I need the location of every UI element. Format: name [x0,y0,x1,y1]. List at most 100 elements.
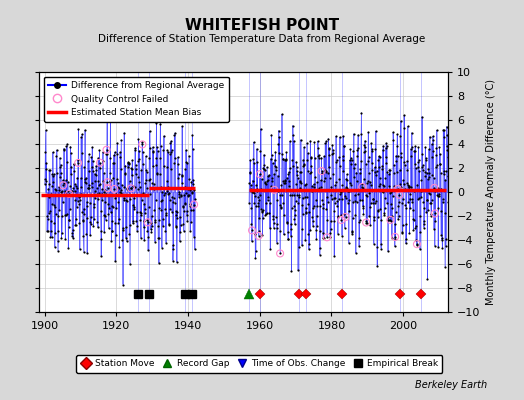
Point [302,181,311,187]
Point [296,177,304,184]
Point [60,188,69,194]
Point [116,190,125,196]
Point [319,230,327,236]
Point [368,167,377,173]
Point [354,132,362,138]
Point [341,214,350,220]
Point [64,245,72,251]
Point [165,189,173,196]
Point [130,146,139,153]
Point [60,191,69,198]
Point [254,194,262,200]
Point [266,182,275,189]
Point [300,194,309,200]
Point [378,166,386,172]
Point [342,184,351,190]
Point [439,126,447,133]
Point [249,156,257,162]
Point [442,167,451,174]
Point [326,230,334,236]
Point [245,200,253,206]
Point [274,141,282,148]
Point [183,185,192,192]
Point [120,130,128,136]
Point [78,131,86,138]
Point [445,230,453,237]
Point [152,155,160,161]
Point [269,213,277,219]
Point [144,234,152,240]
Point [317,154,325,161]
Point [347,182,355,188]
Point [169,246,178,252]
Point [83,250,91,256]
Point [71,222,80,229]
Point [334,230,342,237]
Point [122,238,130,244]
Point [112,232,120,238]
Point [172,224,181,231]
Point [331,182,339,188]
Point [257,176,266,182]
Point [85,168,93,174]
Point [359,176,368,182]
Point [81,176,90,182]
Point [104,211,113,218]
Point [395,192,403,198]
Point [304,150,312,156]
Point [64,188,72,195]
Point [391,209,400,216]
Point [354,190,363,197]
Point [411,160,419,167]
Point [398,200,406,206]
Point [136,212,145,218]
Point [123,198,131,204]
Point [293,168,301,174]
Point [414,144,423,151]
Point [91,195,99,201]
Point [137,235,145,241]
Point [146,190,155,197]
Point [46,234,54,240]
Point [79,218,87,224]
Point [151,238,159,245]
Point [55,184,63,190]
Point [166,140,174,146]
Point [289,163,298,170]
Point [252,247,260,254]
Point [390,183,398,189]
Point [279,200,288,206]
Point [253,188,261,194]
Point [400,158,408,165]
Point [285,183,293,189]
Point [316,203,325,210]
Point [135,156,143,162]
Point [181,190,190,196]
Point [79,217,87,224]
Point [266,246,275,253]
Point [83,185,92,192]
Point [325,152,334,158]
Point [380,210,388,216]
Point [255,228,263,234]
Point [407,153,415,160]
Point [374,214,382,220]
Point [147,229,156,236]
Point [42,192,51,198]
Point [390,170,398,176]
Point [75,246,84,252]
Point [248,227,256,234]
Point [270,171,278,178]
Point [380,212,389,218]
Point [307,155,315,162]
Point [417,194,425,200]
Point [51,203,59,210]
Legend: Station Move, Record Gap, Time of Obs. Change, Empirical Break: Station Move, Record Gap, Time of Obs. C… [77,355,442,373]
Point [429,137,437,143]
Point [428,171,436,178]
Point [428,197,436,203]
Point [138,141,147,148]
Text: Difference of Station Temperature Data from Regional Average: Difference of Station Temperature Data f… [99,34,425,44]
Point [427,213,435,220]
Point [102,146,111,153]
